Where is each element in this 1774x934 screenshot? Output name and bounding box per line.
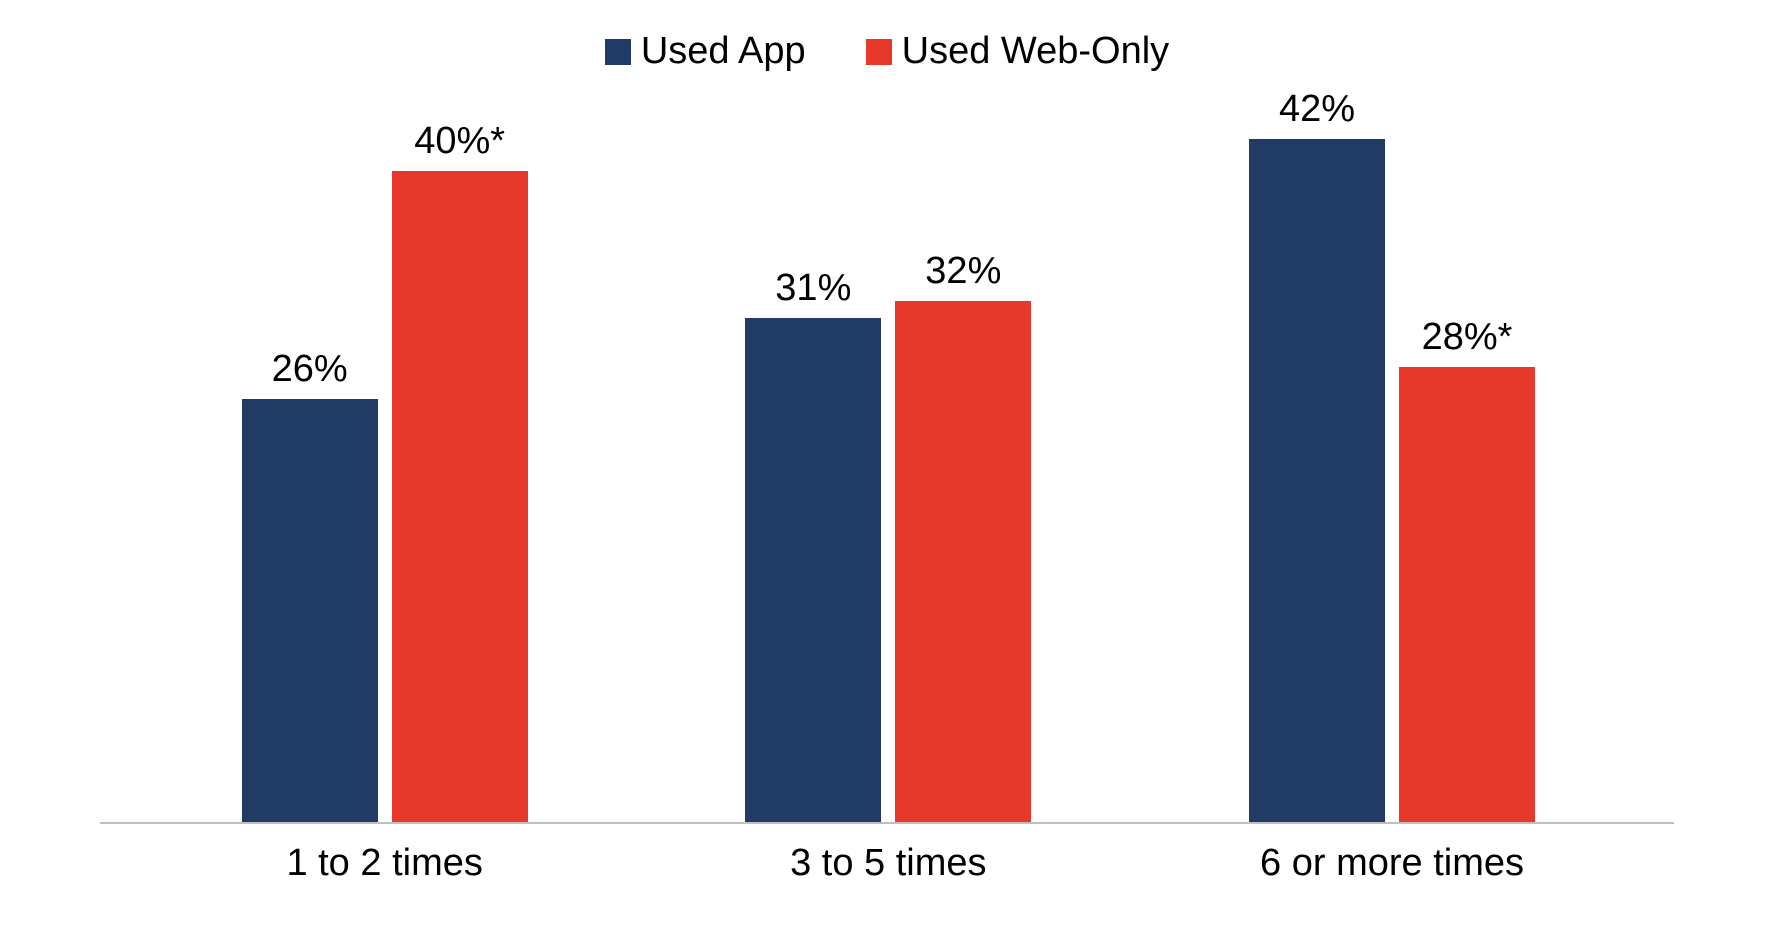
bar-used-app-1: 31%	[745, 318, 881, 822]
bar-label-used-web-only-2: 28%*	[1399, 316, 1535, 367]
bar-label-used-web-only-0: 40%*	[392, 120, 528, 171]
bar-group-0: 26% 40%* 1 to 2 times	[242, 90, 528, 822]
bar-label-used-app-0: 26%	[242, 348, 378, 399]
legend-swatch-used-web-only	[866, 39, 892, 65]
bar-used-app-2: 42%	[1249, 139, 1385, 822]
bar-group-2: 42% 28%* 6 or more times	[1249, 90, 1535, 822]
bar-used-web-only-0: 40%*	[392, 171, 528, 822]
usage-frequency-chart: Used App Used Web-Only 26% 40%* 1 to 2 t…	[0, 0, 1774, 934]
legend-label-used-app: Used App	[641, 30, 806, 73]
x-label-0: 1 to 2 times	[185, 822, 585, 885]
chart-legend: Used App Used Web-Only	[0, 30, 1774, 73]
x-label-1: 3 to 5 times	[688, 822, 1088, 885]
x-label-2: 6 or more times	[1192, 822, 1592, 885]
bar-used-web-only-2: 28%*	[1399, 367, 1535, 822]
bar-group-1: 31% 32% 3 to 5 times	[745, 90, 1031, 822]
plot-area: 26% 40%* 1 to 2 times 31% 32% 3 to 5 tim…	[100, 90, 1674, 824]
bar-label-used-app-1: 31%	[745, 267, 881, 318]
bar-label-used-app-2: 42%	[1249, 88, 1385, 139]
legend-label-used-web-only: Used Web-Only	[902, 30, 1170, 73]
bar-used-web-only-1: 32%	[895, 301, 1031, 822]
legend-swatch-used-app	[605, 39, 631, 65]
bar-used-app-0: 26%	[242, 399, 378, 822]
bar-label-used-web-only-1: 32%	[895, 250, 1031, 301]
legend-item-used-web-only: Used Web-Only	[866, 30, 1170, 73]
legend-item-used-app: Used App	[605, 30, 806, 73]
